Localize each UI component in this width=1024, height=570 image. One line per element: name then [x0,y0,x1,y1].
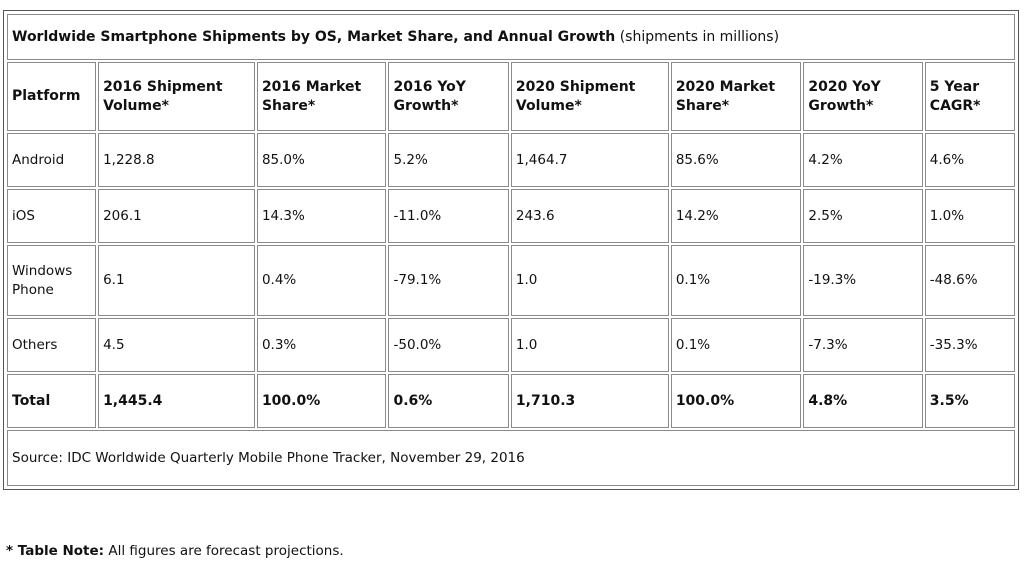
table-note: * Table Note: All figures are forecast p… [6,543,344,559]
column-header: 2020 Market Share* [670,62,802,131]
table-cell: 14.2% [670,189,802,243]
table-cell: 14.3% [256,189,387,243]
table-row: iOS 206.1 14.3% -11.0% 243.6 14.2% 2.5% 1.0% [7,189,1015,243]
table-cell: 1,228.8 [98,133,255,187]
total-label-cell: Total [7,374,97,428]
table-cell: 85.6% [670,133,802,187]
shipments-table-frame: Worldwide Smartphone Shipments by OS, Ma… [3,10,1019,490]
table-cell: 2.5% [803,189,923,243]
column-header: 2020 Shipment Volume* [510,62,669,131]
table-cell: 4.5 [98,318,255,372]
platform-cell: Others [7,318,97,372]
table-note-label: * Table Note: [6,543,105,559]
column-header: 2016 YoY Growth* [388,62,509,131]
table-cell: -50.0% [388,318,509,372]
table-cell: 0.1% [670,245,802,316]
column-header: 2016 Shipment Volume* [98,62,255,131]
table-cell: -7.3% [803,318,923,372]
table-cell: 85.0% [256,133,387,187]
platform-cell: iOS [7,189,97,243]
total-cell: 100.0% [670,374,802,428]
table-cell: 206.1 [98,189,255,243]
table-cell: -35.3% [924,318,1015,372]
column-header: Platform [7,62,97,131]
table-cell: 0.3% [256,318,387,372]
table-row: Windows Phone 6.1 0.4% -79.1% 1.0 0.1% -19.3% -… [7,245,1015,316]
table-cell: -79.1% [388,245,509,316]
table-title: Worldwide Smartphone Shipments by OS, Ma… [12,28,616,45]
total-cell: 4.8% [803,374,923,428]
table-cell: -11.0% [388,189,509,243]
total-cell: 1,445.4 [98,374,255,428]
table-cell: 6.1 [98,245,255,316]
platform-cell: Android [7,133,97,187]
table-row: Android 1,228.8 85.0% 5.2% 1,464.7 85.6% 4.2% 4… [7,133,1015,187]
header-row: Platform 2016 Shipment Volume* 2016 Market… [7,62,1015,131]
table-cell: 1.0 [510,245,669,316]
table-subtitle: (shipments in millions) [619,28,780,45]
table-cell: 4.6% [924,133,1015,187]
table-cell: 0.1% [670,318,802,372]
source-cell: Source: IDC Worldwide Quarterly Mobile P… [7,430,1015,486]
table-cell: 1,464.7 [510,133,669,187]
platform-cell: Windows Phone [7,245,97,316]
table-cell: -19.3% [803,245,923,316]
table-note-text: All figures are forecast projections. [108,543,344,559]
data-rows: Android 1,228.8 85.0% 5.2% 1,464.7 85.6% 4.2% 4… [7,133,1015,372]
total-cell: 1,710.3 [510,374,669,428]
table-cell: 1.0% [924,189,1015,243]
column-header: 5 Year CAGR* [924,62,1015,131]
total-cell: 100.0% [256,374,387,428]
table-cell: 1.0 [510,318,669,372]
table-cell: 4.2% [803,133,923,187]
table-row: Others 4.5 0.3% -50.0% 1.0 0.1% -7.3% -35.3% [7,318,1015,372]
total-cell: 3.5% [924,374,1015,428]
column-header: 2020 YoY Growth* [803,62,923,131]
table-title-cell: Worldwide Smartphone Shipments by OS, Ma… [7,14,1015,60]
column-header: 2016 Market Share* [256,62,387,131]
table-cell: 5.2% [388,133,509,187]
table-cell: 0.4% [256,245,387,316]
total-cell: 0.6% [388,374,509,428]
shipments-table: Worldwide Smartphone Shipments by OS, Ma… [5,12,1017,488]
total-row: Total 1,445.4 100.0% 0.6% 1,710.3 100.0% 4.8% 3… [7,374,1015,428]
table-cell: 243.6 [510,189,669,243]
table-cell: -48.6% [924,245,1015,316]
